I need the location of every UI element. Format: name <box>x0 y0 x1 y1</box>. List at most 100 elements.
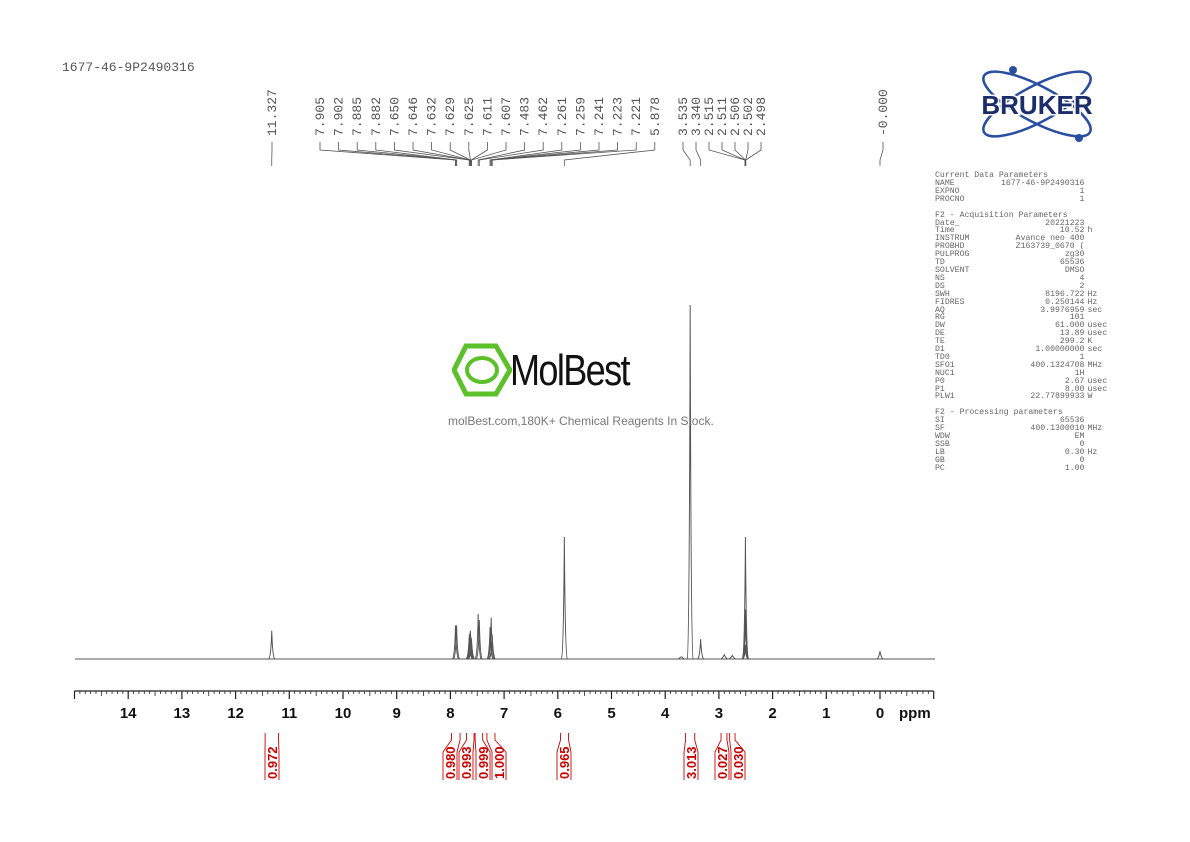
param-row: FIDRES 0.250144 Hz <box>935 297 1115 307</box>
param-row: Time 10.52 h <box>935 227 1115 235</box>
integral-bracket <box>442 733 452 780</box>
param-row: NUC1 1H <box>935 368 1115 378</box>
param-value: 20221223 <box>1045 218 1085 228</box>
peak-label: 11.327 <box>265 89 280 136</box>
spectrum-peak <box>677 656 685 660</box>
integral-bracket <box>556 733 561 780</box>
param-row: SI 65536 <box>935 417 1115 425</box>
spectrum-peak <box>742 609 750 660</box>
peak-label-leader <box>477 142 525 166</box>
param-key: Date_ <box>935 218 960 228</box>
param-unit <box>1084 267 1115 275</box>
integrals: 0.972 0.980 0.993 0.999 1.000 0.965 3.013 0.027… <box>264 733 746 780</box>
param-key: D1 <box>935 345 945 355</box>
peak-label-leader <box>879 142 884 166</box>
integral-value: 0.030 <box>731 746 746 779</box>
param-row: PC 1.00 <box>935 464 1115 473</box>
x-tick-label: 8 <box>446 705 454 722</box>
param-value: 22.77899933 <box>1030 392 1085 402</box>
param-key: WDW <box>935 432 950 442</box>
param-unit <box>1084 196 1115 204</box>
integral-value: 0.999 <box>476 746 491 779</box>
param-value: 400.1324708 <box>1030 360 1085 370</box>
param-unit: W <box>1087 392 1093 402</box>
param-key: FIDRES <box>935 297 965 307</box>
peak-label-leader <box>695 142 702 166</box>
param-value: 0 <box>1079 440 1085 449</box>
peak-label-leader <box>489 142 563 166</box>
x-tick-label: 0 <box>876 705 884 722</box>
integral-value: 0.027 <box>715 746 730 779</box>
spectrum-peak <box>467 634 474 660</box>
param-key: TD <box>935 258 945 268</box>
x-tick-label: 13 <box>174 705 191 722</box>
peak-label-leader <box>745 142 762 166</box>
param-row: WDW EM <box>935 433 1115 441</box>
peak-label: 7.632 <box>425 97 440 136</box>
sample-id: 1677-46-9P2490316 <box>62 60 195 75</box>
peak-label: 7.646 <box>406 97 421 136</box>
param-value: DMSO <box>1064 265 1085 275</box>
molbest-tagline: molBest.com,180K+ Chemical Reagents In S… <box>448 414 714 428</box>
peak-label-leader <box>682 142 691 166</box>
spectrum-peak <box>268 630 276 660</box>
peak-label: 7.221 <box>629 97 644 136</box>
param-key: Time <box>935 226 955 236</box>
integral-value: 0.972 <box>265 746 280 779</box>
param-unit: MHz <box>1087 360 1103 370</box>
param-value: 1 <box>1079 352 1085 362</box>
x-tick-label: 3 <box>715 705 723 722</box>
param-row: NS 4 <box>935 273 1115 283</box>
x-tick-label: 7 <box>500 705 508 722</box>
bruker-text: BRUKER <box>981 90 1092 120</box>
param-value: 8.00 <box>1064 384 1085 394</box>
param-section-title: F2 - Processing parameters <box>935 408 1063 418</box>
spectrum-peak <box>486 628 494 660</box>
peak-label-leader <box>468 142 471 166</box>
peak-label: 2.506 <box>728 97 743 136</box>
param-unit: Hz <box>1087 297 1098 307</box>
bruker-logo: BRUKER <box>955 62 1120 152</box>
x-tick-label: 4 <box>661 705 670 722</box>
param-row: SWH 8196.722 Hz <box>935 290 1115 299</box>
param-key: INSTRUM <box>935 234 970 244</box>
param-key: DS <box>935 281 945 291</box>
integral-bracket <box>472 733 475 780</box>
param-key: NUC1 <box>935 368 955 378</box>
integral-bracket <box>474 733 477 780</box>
param-unit <box>1084 457 1115 465</box>
peak-label-leader <box>721 142 746 166</box>
param-key: TE <box>935 337 945 347</box>
peak-label: 7.611 <box>480 97 495 136</box>
param-key: NS <box>935 273 945 283</box>
peak-label: 7.902 <box>332 97 347 136</box>
peak-label: 7.885 <box>350 97 365 136</box>
param-unit: usec <box>1087 329 1108 339</box>
param-key: PLW1 <box>935 392 955 402</box>
peak-labels: 11.327 7.905 7.902 7.885 7.882 7.650 7.646 7.63… <box>265 89 891 166</box>
param-value: 0.250144 <box>1045 297 1085 307</box>
peak-label: 2.502 <box>741 97 756 136</box>
peak-label-leader <box>375 142 458 166</box>
param-key: DW <box>935 321 945 331</box>
param-key: AQ <box>935 305 945 315</box>
param-row: SFO1 400.1324708 MHz <box>935 360 1115 370</box>
param-value: 1H <box>1074 368 1085 378</box>
param-unit <box>1084 251 1115 259</box>
param-row: SSB 0 <box>935 440 1115 449</box>
param-unit <box>1084 433 1115 441</box>
param-row: TD 65536 <box>935 259 1115 267</box>
param-value: 101 <box>1069 313 1085 323</box>
param-key: LB <box>935 447 945 457</box>
integral-value: 3.013 <box>684 746 699 779</box>
integral-bracket <box>683 733 687 780</box>
param-value: 13.89 <box>1059 329 1085 339</box>
param-value: 4 <box>1079 273 1085 283</box>
spectrum-peak <box>686 304 694 660</box>
peak-label: 3.535 <box>676 97 691 136</box>
spectrum-peak <box>728 654 736 660</box>
param-key: GB <box>935 455 945 465</box>
param-row: P1 8.00 usec <box>935 384 1115 394</box>
param-row: AQ 3.9976959 sec <box>935 305 1115 315</box>
spectrum-peak <box>487 617 495 660</box>
